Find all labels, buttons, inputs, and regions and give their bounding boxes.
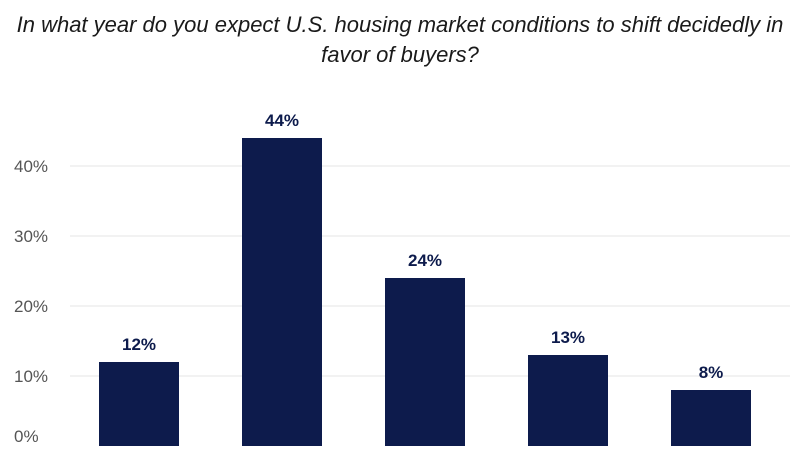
- y-tick-label: 10%: [14, 367, 48, 386]
- y-tick-label: 30%: [14, 227, 48, 246]
- bar-value-label: 8%: [699, 363, 724, 382]
- bar-value-label: 12%: [122, 335, 156, 354]
- y-tick-label: 0%: [14, 427, 39, 446]
- chart-title: In what year do you expect U.S. housing …: [16, 12, 784, 67]
- bar: [671, 390, 751, 446]
- bar: [385, 278, 465, 446]
- y-tick-label: 40%: [14, 157, 48, 176]
- bar-value-label: 44%: [265, 111, 299, 130]
- bar: [528, 355, 608, 446]
- bar-value-label: 24%: [408, 251, 442, 270]
- bar-value-label: 13%: [551, 328, 585, 347]
- bar: [99, 362, 179, 446]
- y-tick-label: 20%: [14, 297, 48, 316]
- bar: [242, 138, 322, 446]
